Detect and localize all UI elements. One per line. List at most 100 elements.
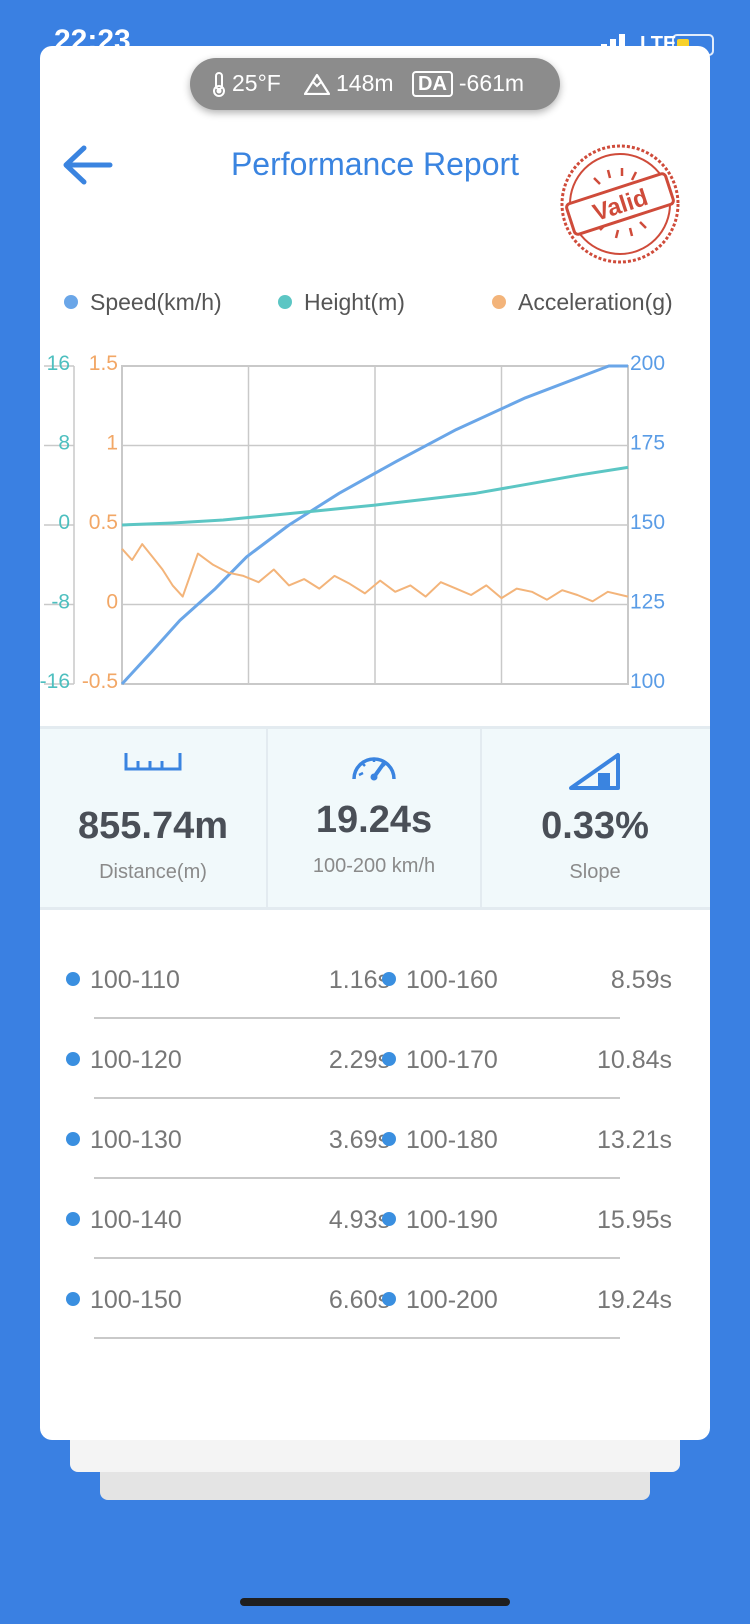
split-time: 19.24s [596,1286,672,1314]
stat-label: Distance(m) [99,861,207,883]
arrow-left-icon [63,145,113,185]
legend-label: Acceleration(g) [518,288,673,315]
density-altitude-readout: DA -661m [412,70,524,97]
split-range: 100-200 [406,1286,498,1314]
split-time: 6.60s [328,1286,390,1314]
height-legend-dot [278,295,292,309]
stat-distance: 855.74m Distance(m) [40,729,266,907]
slope-icon [569,753,620,790]
thermometer-icon [213,71,225,97]
home-indicator[interactable] [240,1598,510,1606]
bullet-icon [66,1212,80,1226]
bullet-icon [382,1212,396,1226]
split-time: 2.29s [328,1046,390,1074]
density-altitude-value: -661m [458,70,525,96]
height-axis-label: -16 [40,670,70,690]
speed-legend-dot [64,295,78,309]
split-row: 100-130 3.69s 100-180 13.21s [40,1100,710,1180]
split-time: 1.16s [328,966,390,994]
stat-duration: 19.24s 100-200 km/h [268,729,480,907]
acceleration-series-line [121,543,629,603]
ruler-icon [124,753,182,771]
speed-axis-label: 125 [630,591,665,614]
accel-axis-label: 1.5 [89,352,118,375]
split-row: 100-150 6.60s 100-200 19.24s [40,1260,710,1340]
stat-divider [266,729,268,907]
bullet-icon [382,972,396,986]
legend-speed: Speed(km/h) [64,286,222,318]
bullet-icon [382,1132,396,1146]
stat-label: 100-200 km/h [312,855,436,877]
split-row: 100-110 1.16s 100-160 8.59s [40,940,710,1020]
row-divider [94,1097,620,1099]
back-button[interactable] [60,140,114,190]
temperature-readout: 25°F [212,70,281,97]
stat-value: 19.24s [315,799,433,841]
legend-label: Speed(km/h) [90,288,222,315]
page-title: Performance Report [230,146,520,182]
bullet-icon [382,1292,396,1306]
row-divider [94,1257,620,1259]
split-time: 4.93s [328,1206,390,1234]
speed-axis-label: 200 [630,352,665,375]
split-range: 100-170 [406,1046,498,1074]
split-time: 8.59s [610,966,672,994]
temperature-value: 25°F [232,70,281,96]
card-stack-shadow-2 [100,1472,650,1500]
split-time: 15.95s [596,1206,672,1234]
split-range: 100-120 [90,1046,182,1074]
split-row: 100-140 4.93s 100-190 15.95s [40,1180,710,1260]
bullet-icon [66,1132,80,1146]
split-time: 13.21s [596,1126,672,1154]
speed-axis-label: 150 [630,511,665,534]
accel-axis-label: -0.5 [82,670,118,690]
stat-slope: 0.33% Slope [482,729,708,907]
summary-stats: 855.74m Distance(m) 19.24s 100-200 km/h … [40,726,710,910]
height-axis-label: 8 [58,432,70,455]
stat-value: 0.33% [541,805,649,847]
split-row: 100-120 2.29s 100-170 10.84s [40,1020,710,1100]
accel-axis-label: 0 [106,591,118,614]
bullet-icon [66,1052,80,1066]
speed-axis-label: 175 [630,432,665,455]
split-range: 100-180 [406,1126,498,1154]
split-range: 100-110 [90,966,180,994]
split-range: 100-140 [90,1206,182,1234]
split-range: 100-130 [90,1126,182,1154]
altitude-value: 148m [336,70,394,96]
status-bar: 22:23 LTE [0,0,750,57]
legend-height: Height(m) [278,286,405,318]
row-divider [94,1177,620,1179]
accel-axis-label: 0.5 [89,511,118,534]
stat-divider [480,729,482,907]
split-time: 10.84s [596,1046,672,1074]
split-range: 100-160 [406,966,498,994]
speed-series-line [120,364,628,686]
row-divider [94,1337,620,1339]
split-time: 3.69s [328,1126,390,1154]
speedometer-icon [352,757,396,781]
altitude-readout: 148m [304,70,394,97]
bullet-icon [382,1052,396,1066]
row-divider [94,1017,620,1019]
stat-value: 855.74m [77,805,228,847]
da-badge: DA [412,70,453,97]
split-range: 100-190 [406,1206,498,1234]
valid-stamp: Valid [560,144,680,264]
performance-chart: 16 8 0 -8 -16 1.5 1 0.5 0 -0.5 200 175 150 125 100 [40,352,665,690]
mountain-icon [304,73,330,95]
split-range: 100-150 [90,1286,182,1314]
height-series-line [121,465,629,527]
legend-acceleration: Acceleration(g) [492,286,673,318]
height-axis-label: -8 [51,591,70,614]
height-axis-label: 16 [47,352,70,375]
speed-axis-label: 100 [630,670,665,690]
height-axis-label: 0 [58,511,70,534]
bullet-icon [66,972,80,986]
environment-pill: 25°F 148m DA -661m [190,58,560,110]
accel-axis-label: 1 [106,432,118,455]
bullet-icon [66,1292,80,1306]
stat-label: Slope [569,861,621,883]
legend-label: Height(m) [304,288,405,315]
acceleration-legend-dot [492,295,506,309]
